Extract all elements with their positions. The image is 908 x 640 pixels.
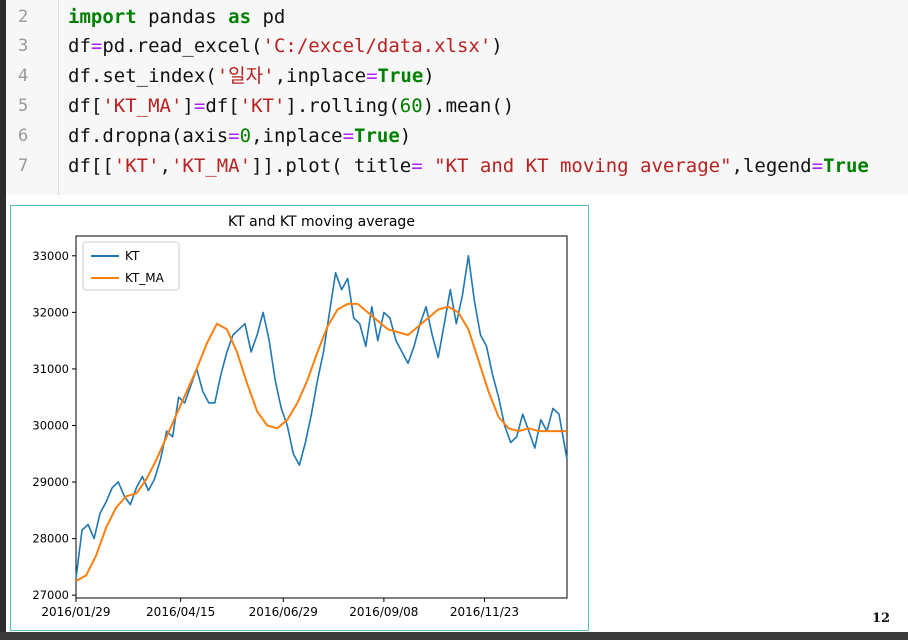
code-text: df.dropna(axis=0,inplace=True) <box>68 121 411 151</box>
code-token: ,inplace <box>274 65 367 87</box>
code-token: True <box>823 155 869 177</box>
code-token: True <box>354 125 400 147</box>
code-token: , <box>159 155 171 177</box>
line-number: 2 <box>18 7 29 27</box>
code-token: 60 <box>399 95 423 117</box>
y-tick-label: 27000 <box>32 588 69 602</box>
code-token: "KT and KT moving average" <box>434 155 732 177</box>
legend-label: KT <box>125 249 140 263</box>
code-token: df.set_index( <box>68 65 217 87</box>
code-text: df.set_index('일자',inplace=True) <box>68 61 435 91</box>
code-line[interactable]: 5 df['KT_MA']=df['KT'].rolling(60).mean() <box>6 91 908 121</box>
code-token: = <box>90 35 103 57</box>
code-token: df[[ <box>68 155 114 177</box>
code-token: = <box>411 155 423 177</box>
code-token: ) <box>399 125 412 147</box>
code-token: = <box>366 65 378 87</box>
code-token: '일자' <box>216 65 275 87</box>
code-token: df.dropna(axis <box>68 125 229 147</box>
code-line[interactable]: 7 df[['KT','KT_MA']].plot( title= "KT and… <box>6 151 908 181</box>
code-text: df[['KT','KT_MA']].plot( title= "KT and … <box>68 151 869 181</box>
chart-title: KT and KT moving average <box>228 214 415 230</box>
x-tick-label: 2016/11/23 <box>450 605 519 619</box>
code-token: = <box>228 125 240 147</box>
code-token: ].rolling( <box>285 95 400 117</box>
series-line-kt-ma <box>75 302 567 582</box>
code-token: import <box>68 6 137 28</box>
plot-output: KT and KT moving average 27000 28000 29000 3… <box>10 205 589 631</box>
code-token: ) <box>423 65 435 87</box>
x-tick-label: 2016/01/29 <box>41 605 110 619</box>
window-frame-bottom <box>0 632 908 640</box>
code-cell[interactable]: 2 import pandas as pd 3 df=pd.read_excel('C… <box>6 0 908 195</box>
code-token: 'KT_MA' <box>102 95 183 117</box>
plot-area <box>75 235 568 599</box>
y-tick-label: 28000 <box>32 532 69 546</box>
code-token: df[ <box>68 95 103 117</box>
code-token: as <box>228 6 252 28</box>
line-number: 4 <box>18 66 29 86</box>
line-number: 3 <box>18 36 29 56</box>
line-number: 5 <box>18 96 29 116</box>
code-text: df['KT_MA']=df['KT'].rolling(60).mean() <box>68 91 514 121</box>
series-line-kt <box>75 254 568 579</box>
y-tick-label: 32000 <box>32 305 69 319</box>
y-tick-label: 31000 <box>32 362 69 376</box>
code-token: ]].plot( title <box>251 155 412 177</box>
code-line[interactable]: 6 df.dropna(axis=0,inplace=True) <box>6 121 908 151</box>
code-token <box>423 155 434 177</box>
code-token: 0 <box>239 125 252 147</box>
code-token: df <box>68 35 91 57</box>
code-line[interactable]: 4 df.set_index('일자',inplace=True) <box>6 61 908 91</box>
line-chart: KT and KT moving average 27000 28000 29000 3… <box>32 214 568 619</box>
code-line[interactable]: 2 import pandas as pd <box>6 2 908 32</box>
code-token: 'KT' <box>113 155 160 177</box>
line-number: 7 <box>18 156 29 176</box>
code-token: 'C:/excel/data.xlsx' <box>262 35 492 57</box>
code-token: ,inplace <box>251 125 343 147</box>
x-tick-label: 2016/06/29 <box>249 605 318 619</box>
code-token: = <box>811 155 824 177</box>
x-tick-label: 2016/04/15 <box>146 605 215 619</box>
code-token: ,legend <box>731 155 812 177</box>
code-token: ] <box>182 95 194 117</box>
gutter-separator <box>58 0 59 195</box>
y-tick-label: 29000 <box>32 475 69 489</box>
code-token: df[ <box>205 95 240 117</box>
code-text: import pandas as pd <box>68 2 285 32</box>
code-token: ) <box>491 35 503 57</box>
code-text: df=pd.read_excel('C:/excel/data.xlsx') <box>68 31 503 61</box>
code-token: = <box>193 95 206 117</box>
legend-label: KT_MA <box>125 271 165 285</box>
line-number-gutter <box>6 0 60 195</box>
y-tick-label: 30000 <box>32 418 69 432</box>
code-token: pd.read_excel( <box>102 35 263 57</box>
code-token: pd <box>251 6 286 28</box>
code-token: pandas <box>136 6 229 28</box>
code-token: 'KT' <box>239 95 286 117</box>
x-tick-label: 2016/09/08 <box>349 605 418 619</box>
page-number: 12 <box>872 611 891 626</box>
code-token: True <box>377 65 424 87</box>
code-line[interactable]: 3 df=pd.read_excel('C:/excel/data.xlsx') <box>6 31 908 61</box>
line-number: 6 <box>18 126 29 146</box>
code-token: = <box>342 125 355 147</box>
y-tick-label: 33000 <box>32 249 69 263</box>
code-token: ).mean() <box>422 95 515 117</box>
code-token: 'KT_MA' <box>170 155 252 177</box>
window-frame-left <box>0 0 6 640</box>
